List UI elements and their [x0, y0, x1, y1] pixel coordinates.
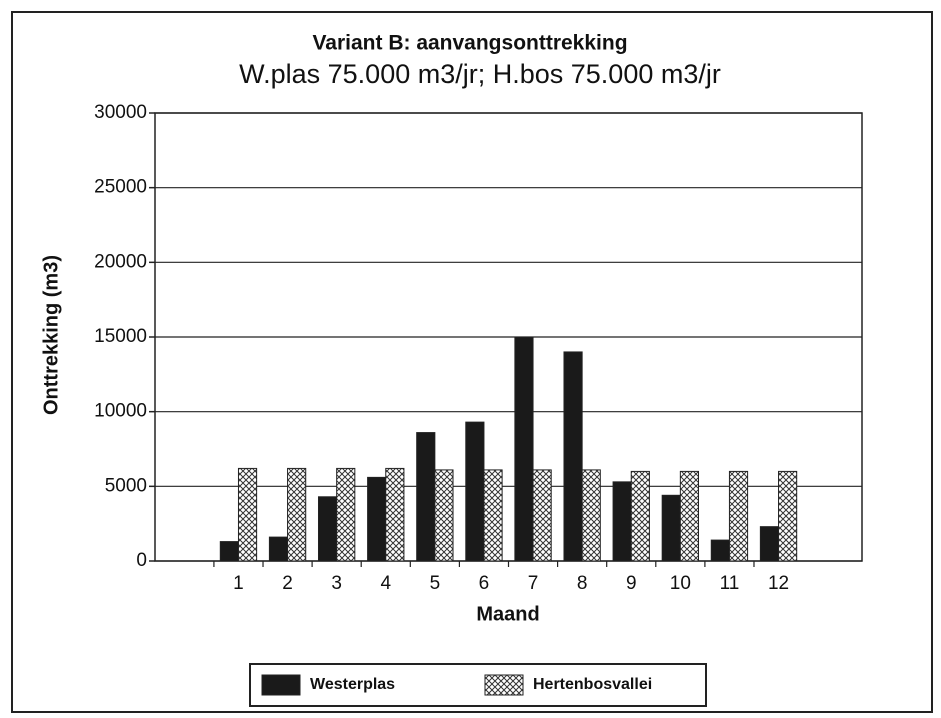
bar	[416, 432, 436, 562]
bar	[563, 351, 583, 562]
y-tick-label: 5000	[105, 475, 147, 496]
y-tick-label: 25000	[94, 177, 147, 198]
bar	[367, 476, 387, 562]
bar	[778, 470, 798, 562]
bar	[219, 541, 239, 562]
bar	[630, 470, 650, 562]
legend-swatch	[484, 674, 524, 696]
chart-subtitle: W.plas 75.000 m3/jr; H.bos 75.000 m3/jr	[239, 59, 721, 89]
y-tick-label: 30000	[94, 102, 147, 123]
bar	[317, 496, 338, 562]
x-tick-label: 2	[282, 573, 293, 594]
bar	[287, 467, 307, 562]
legend-label: Hertenbosvallei	[533, 676, 652, 693]
x-tick-label: 10	[670, 573, 691, 594]
bar	[679, 470, 700, 562]
y-tick-label: 0	[136, 550, 147, 571]
x-axis-title: Maand	[476, 603, 539, 625]
x-tick-label: 6	[479, 573, 490, 594]
bar	[759, 526, 780, 562]
bar	[336, 467, 356, 562]
chart-title: Variant B: aanvangsonttrekking	[312, 32, 627, 55]
y-tick-label: 10000	[94, 401, 147, 422]
x-tick-label: 4	[380, 573, 391, 594]
x-tick-label: 5	[430, 573, 441, 594]
bar	[514, 336, 534, 562]
legend-label: Westerplas	[310, 676, 395, 693]
bar	[237, 467, 258, 562]
bar	[268, 536, 289, 562]
x-tick-label: 1	[233, 573, 244, 594]
y-tick-label: 15000	[94, 326, 147, 347]
bar	[434, 469, 454, 562]
bar	[728, 470, 749, 562]
bar	[710, 539, 730, 562]
x-tick-label: 12	[768, 573, 789, 594]
x-tick-label: 9	[626, 573, 637, 594]
bar	[483, 469, 503, 562]
legend-swatch	[261, 674, 301, 696]
y-tick-label: 20000	[94, 251, 147, 272]
bar	[581, 469, 601, 562]
bar	[612, 481, 632, 562]
x-tick-label: 7	[528, 573, 539, 594]
x-tick-label: 11	[720, 573, 740, 594]
y-axis-title: Onttrekking (m3)	[40, 255, 62, 415]
bar	[661, 494, 681, 562]
bar	[465, 421, 485, 562]
bar	[385, 467, 405, 562]
x-tick-label: 3	[331, 573, 342, 594]
x-tick-label: 8	[577, 573, 588, 594]
legend-box	[249, 663, 707, 707]
frame	[11, 11, 933, 713]
bar	[532, 469, 552, 562]
